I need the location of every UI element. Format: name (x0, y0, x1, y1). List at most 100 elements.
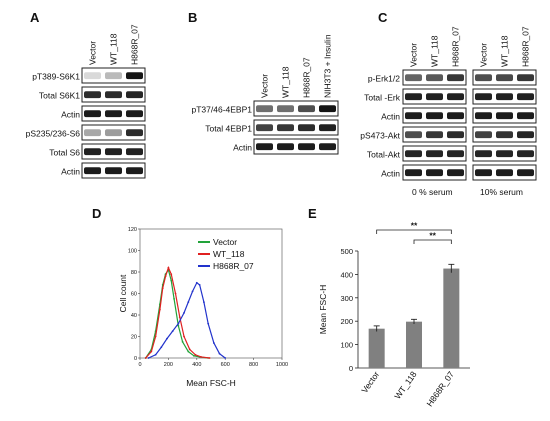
blot-band (319, 143, 336, 151)
blot-band (447, 169, 464, 177)
lane-label: H868R_07 (302, 57, 312, 98)
data-point (188, 348, 191, 351)
data-point (218, 352, 221, 355)
blot-band (126, 129, 143, 137)
blot-band (126, 148, 143, 156)
blot-band (126, 91, 143, 99)
blot-row-label: Total 4EBP1 (205, 124, 252, 134)
significance-bracket (376, 229, 452, 234)
significance-bracket (413, 239, 452, 244)
blot-band (475, 93, 492, 101)
data-point (198, 284, 201, 286)
blot-band (256, 124, 273, 132)
blot-row-label: Total-Akt (367, 150, 401, 160)
blot-row-label: Actin (61, 110, 80, 120)
panel-e-bar-chart: E 0 100 200 300 400 500 Mean FSC-H Vector WT_118… (308, 206, 470, 408)
blot-band (105, 72, 122, 80)
blot-row-label: pT389-S6K1 (32, 72, 80, 82)
bar (368, 328, 385, 368)
data-point (181, 340, 184, 343)
blot-band (84, 110, 101, 118)
blot-band (496, 112, 513, 120)
panel-b-label: B (188, 10, 197, 25)
data-point (174, 292, 177, 295)
data-point (173, 297, 175, 300)
data-point (207, 322, 210, 325)
y-tick-label: 40 (131, 313, 137, 319)
lane-label: Vector (88, 41, 98, 65)
blot-row-label: Total S6 (49, 148, 80, 158)
x-tick-label: 400 (192, 362, 201, 368)
condition-label-0-serum: 0 % serum (412, 187, 453, 197)
panel-c-western-blot: C Vector WT_118 H868R_07 Vector WT_118 H868R_… (360, 10, 537, 197)
blot-row-label: p-Erk1/2 (368, 74, 400, 84)
blot-row-label: pS473-Akt (360, 131, 400, 141)
data-point (177, 322, 180, 325)
panel-d-histogram: D 0 20 40 60 80 100 120 0 200 400 600 800 1000 Mean F… (92, 206, 288, 388)
legend-entry: H868R_07 (213, 261, 254, 271)
lane-label: Vector (479, 43, 489, 67)
blot-band (405, 112, 422, 120)
bar (406, 321, 422, 368)
data-point (183, 311, 185, 314)
blot-band (319, 105, 336, 113)
data-point (161, 287, 164, 290)
y-tick-label: 80 (131, 270, 137, 276)
data-point (166, 337, 168, 340)
blot-band (298, 124, 315, 132)
data-point (154, 335, 157, 338)
lane-label: Vector (260, 74, 270, 98)
category-label: WT_118 (392, 369, 418, 401)
x-tick-label: 1000 (276, 362, 288, 368)
panel-b-western-blot: B Vector WT_118 H868R_07 NIH3T3 + Insulin p… (188, 10, 339, 155)
blot-band (256, 143, 273, 151)
blot-band (105, 91, 122, 99)
blot-band (517, 131, 534, 139)
blot-band (447, 150, 464, 158)
blot-band (496, 93, 513, 101)
lane-label: Vector (409, 43, 419, 67)
data-point (170, 279, 173, 282)
blot-band (496, 74, 513, 82)
blot-band (319, 124, 336, 132)
blot-band (298, 143, 315, 151)
blot-band (475, 131, 492, 139)
blot-band (517, 74, 534, 82)
lane-label: NIH3T3 + Insulin (323, 34, 333, 98)
panel-a-label: A (30, 10, 40, 25)
blot-row-label: Total -Erk (364, 93, 401, 103)
panel-a-western-blot: A Vector WT_118 H868R_07 pT389-S6K1 Total S… (26, 10, 146, 179)
blot-band (475, 169, 492, 177)
data-point (195, 281, 198, 284)
data-point (150, 350, 153, 353)
blot-band (405, 169, 422, 177)
data-point (158, 308, 161, 311)
blot-band (126, 110, 143, 118)
category-label: H868R_07 (424, 369, 456, 408)
panel-c-label: C (378, 10, 388, 25)
lane-label: WT_118 (500, 35, 510, 67)
data-point (208, 357, 211, 359)
blot-band (426, 93, 443, 101)
blot-band (105, 167, 122, 175)
data-point (187, 350, 190, 353)
blot-band (84, 91, 101, 99)
blot-band (84, 129, 101, 137)
blot-band (426, 169, 443, 177)
blot-band (517, 169, 534, 177)
y-tick-label: 0 (134, 356, 137, 362)
blot-row-label: Actin (233, 143, 252, 153)
blot-band (447, 93, 464, 101)
blot-strip (253, 119, 339, 136)
blot-band (105, 129, 122, 137)
blot-band (447, 112, 464, 120)
lane-label: WT_118 (109, 33, 119, 65)
blot-band (405, 150, 422, 158)
data-point (178, 316, 181, 319)
condition-label-10-serum: 10% serum (480, 187, 523, 197)
blot-band (126, 167, 143, 175)
blot-band (426, 131, 443, 139)
blot-band (298, 105, 315, 113)
series-line (145, 266, 210, 359)
blot-band (84, 167, 101, 175)
